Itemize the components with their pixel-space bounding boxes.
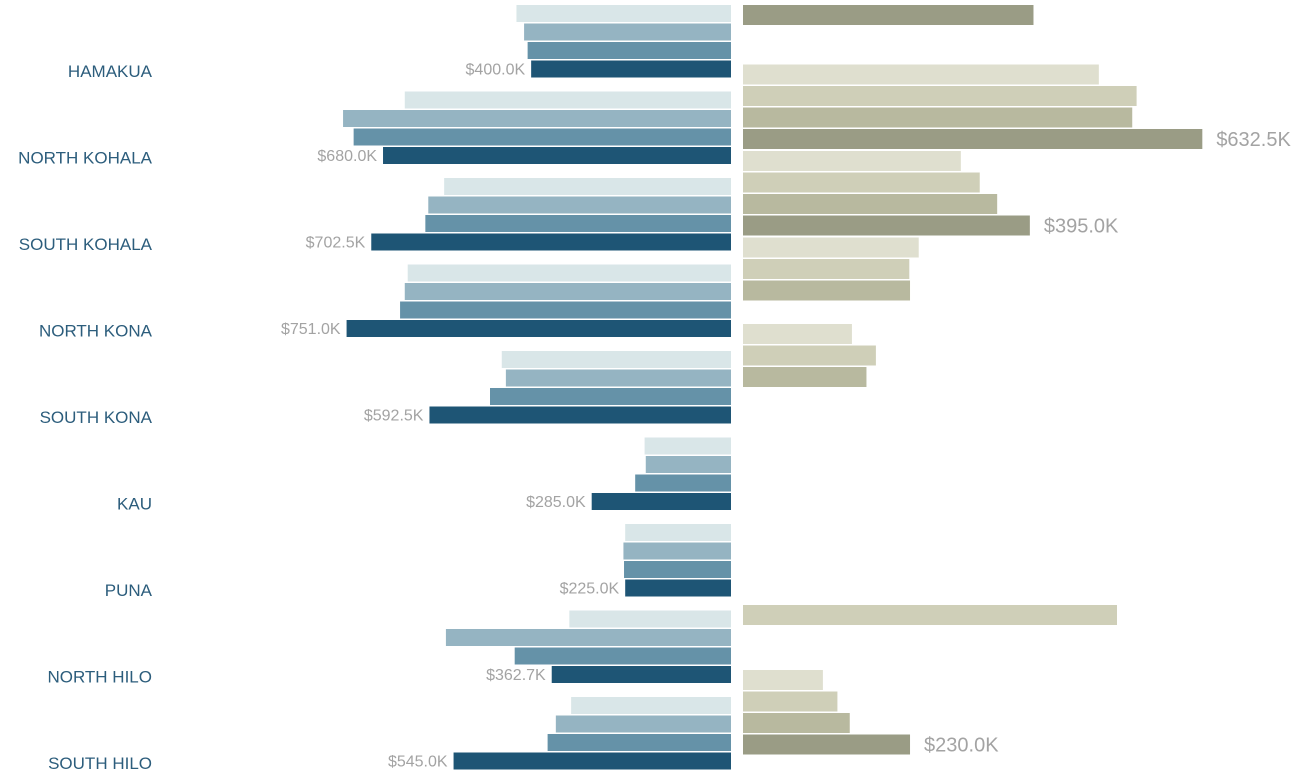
left-bar-series-3 [425,215,731,232]
left-bar-series-2 [623,542,731,560]
right-value-label: $632.5K [1216,129,1291,151]
right-bar-series-3 [743,367,867,387]
left-bar-series-2 [404,283,731,300]
right-bar-series-4 [743,215,1030,236]
left-bar-series-4 [429,406,731,424]
left-value-label: $225.0K [560,581,620,598]
left-bar-series-1 [571,697,731,714]
left-bar-series-2 [555,715,731,733]
right-bar-series-2 [743,691,838,712]
left-value-label: $285.0K [526,494,586,511]
region-label: HAMAKUA [68,62,153,81]
right-bar-series-3 [743,194,998,214]
right-bar-series-1 [743,324,852,344]
region-label: NORTH KOHALA [18,149,152,168]
right-bar-series-2 [743,345,876,366]
left-bar-series-3 [635,474,731,492]
right-value-label: $395.0K [1044,216,1119,238]
region-label: NORTH KONA [39,322,153,341]
left-bar-series-2 [505,369,731,387]
right-bar-series-3 [743,107,1133,128]
left-bar-series-1 [569,610,731,628]
region-label: PUNA [105,581,153,600]
left-bar-series-2 [343,110,731,127]
left-bar-series-3 [527,42,731,59]
left-value-label: $592.5K [364,408,424,425]
right-bar-series-4 [743,5,1034,25]
left-bar-series-2 [445,629,731,646]
left-bar-series-1 [501,351,731,368]
left-bar-series-4 [371,233,731,251]
right-bar-series-3 [743,280,911,301]
right-bar-series-4 [743,129,1203,149]
right-bar-series-2 [743,172,980,193]
left-bar-series-4 [591,493,731,510]
right-bar-series-1 [743,670,823,690]
left-bar-series-4 [346,320,731,337]
right-value-label: $230.0K [924,735,999,757]
left-value-label: $362.7K [486,667,546,684]
region-label: SOUTH KONA [40,408,153,427]
left-bar-series-1 [407,264,731,282]
left-value-label: $680.0K [317,148,377,165]
left-bar-series-1 [404,91,731,109]
right-bar-series-4 [743,734,911,755]
right-bar-series-1 [743,237,919,258]
left-bar-series-4 [531,60,731,78]
left-bar-series-3 [624,561,731,578]
left-bar-series-1 [625,524,731,541]
left-bar-series-4 [453,752,731,770]
region-label: NORTH HILO [47,668,152,687]
left-value-label: $545.0K [388,754,448,771]
left-bar-series-2 [645,456,731,473]
left-bar-series-1 [444,178,731,195]
left-bar-series-2 [428,196,731,214]
region-label: SOUTH KOHALA [19,235,153,254]
left-bar-series-1 [644,437,731,455]
left-bar-series-3 [547,734,731,751]
left-bar-series-4 [551,666,731,683]
right-bar-series-1 [743,64,1099,85]
right-bar-series-3 [743,713,850,733]
left-bar-series-4 [383,147,731,164]
left-value-label: $702.5K [306,235,366,252]
right-bar-series-2 [743,605,1117,625]
left-value-label: $751.0K [281,321,341,338]
left-value-label: $400.0K [466,62,526,79]
left-bar-series-2 [524,23,731,41]
left-bar-series-1 [516,5,731,22]
region-label: KAU [117,495,152,514]
region-label: SOUTH HILO [48,754,152,773]
right-bar-series-2 [743,259,910,279]
left-bar-series-3 [353,128,731,146]
left-bar-series-3 [490,388,731,405]
left-bar-series-3 [514,647,731,665]
right-bar-series-1 [743,151,961,171]
left-bar-series-4 [625,579,731,597]
left-bar-series-3 [400,301,731,319]
right-bar-series-2 [743,86,1137,106]
